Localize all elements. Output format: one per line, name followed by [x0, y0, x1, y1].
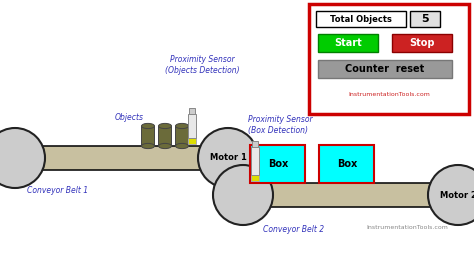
Ellipse shape — [158, 143, 172, 149]
Text: Box: Box — [337, 159, 357, 169]
Ellipse shape — [158, 123, 172, 128]
Text: Counter  reset: Counter reset — [346, 64, 425, 74]
Text: Total Objects: Total Objects — [330, 14, 392, 23]
FancyBboxPatch shape — [309, 4, 469, 114]
Bar — [243, 183, 458, 207]
Text: Box: Box — [268, 159, 288, 169]
Bar — [251, 175, 259, 181]
Bar — [251, 147, 259, 175]
Ellipse shape — [0, 128, 45, 188]
Bar — [250, 145, 306, 183]
Text: Conveyor Belt 2: Conveyor Belt 2 — [263, 225, 324, 234]
Ellipse shape — [213, 165, 273, 225]
Text: Proximity Sensor
(Objects Detection): Proximity Sensor (Objects Detection) — [164, 54, 239, 75]
Bar — [410, 11, 440, 27]
Bar — [188, 138, 196, 144]
Bar — [188, 114, 196, 138]
Ellipse shape — [142, 143, 155, 149]
Text: InstrumentationTools.com: InstrumentationTools.com — [348, 93, 430, 97]
Text: Motor 1: Motor 1 — [210, 153, 246, 162]
Bar — [252, 141, 258, 147]
Text: Start: Start — [334, 38, 362, 48]
Bar — [392, 34, 452, 52]
Bar — [318, 60, 452, 78]
Text: Motor 2: Motor 2 — [439, 190, 474, 199]
Text: Stop: Stop — [409, 38, 435, 48]
Ellipse shape — [175, 143, 189, 149]
Text: Objects: Objects — [115, 114, 144, 123]
Bar — [189, 108, 195, 114]
Bar — [142, 126, 155, 146]
Bar — [319, 145, 374, 183]
Bar — [15, 146, 228, 170]
Text: Conveyor Belt 1: Conveyor Belt 1 — [27, 186, 88, 195]
Bar — [175, 126, 189, 146]
Bar — [316, 11, 406, 27]
Text: InstrumentationTools.com: InstrumentationTools.com — [366, 225, 448, 230]
Text: 5: 5 — [421, 14, 429, 24]
Ellipse shape — [175, 123, 189, 128]
Text: Proximity Sensor
(Box Detection): Proximity Sensor (Box Detection) — [248, 115, 313, 135]
Ellipse shape — [142, 123, 155, 128]
Bar — [318, 34, 378, 52]
Ellipse shape — [428, 165, 474, 225]
Bar — [158, 126, 172, 146]
Ellipse shape — [198, 128, 258, 188]
